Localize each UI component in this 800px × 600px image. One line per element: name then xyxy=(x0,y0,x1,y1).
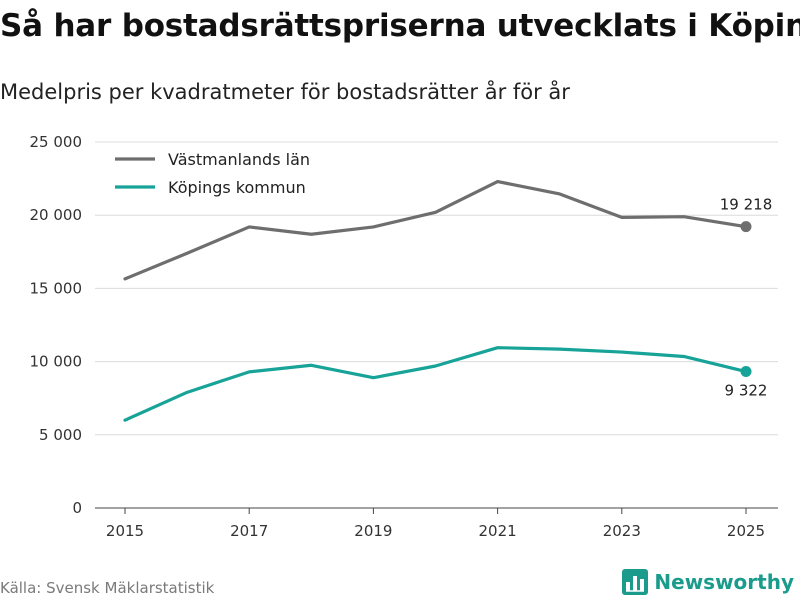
x-tick-label: 2015 xyxy=(106,522,144,540)
legend-label: Västmanlands län xyxy=(168,150,310,169)
data-point xyxy=(740,366,752,378)
x-tick-label: 2017 xyxy=(230,522,268,540)
brand-logo: Newsworthy xyxy=(622,569,794,595)
chart-title: Så har bostadsrättspriserna utvecklats i… xyxy=(0,8,800,44)
y-tick-label: 0 xyxy=(72,499,82,517)
x-tick-label: 2025 xyxy=(727,522,765,540)
data-point xyxy=(740,221,752,233)
series-lines: 19 218 9 322 xyxy=(123,179,773,422)
y-tick-label: 20 000 xyxy=(30,206,83,224)
chart-subtitle: Medelpris per kvadratmeter för bostadsrä… xyxy=(0,80,570,104)
end-value-label: 9 322 xyxy=(725,382,768,400)
y-tick-label: 10 000 xyxy=(30,353,83,371)
axes: 0 5 000 10 000 15 000 20 000 25 000 2015 2017 20… xyxy=(30,133,778,540)
series-line xyxy=(123,179,748,281)
gridlines xyxy=(95,141,778,436)
bar-chart-logo-icon xyxy=(622,569,649,595)
y-tick-label: 5 000 xyxy=(39,426,82,444)
series-line xyxy=(123,346,748,422)
brand-name: Newsworthy xyxy=(654,570,794,594)
legend: Västmanlands län Köpings kommun xyxy=(115,150,310,197)
y-tick-label: 15 000 xyxy=(30,279,83,297)
source-note: Källa: Svensk Mäklarstatistik xyxy=(0,579,215,597)
x-tick-label: 2019 xyxy=(354,522,392,540)
x-tick-label: 2023 xyxy=(603,522,641,540)
x-tick-label: 2021 xyxy=(479,522,517,540)
legend-label: Köpings kommun xyxy=(168,178,306,197)
y-tick-label: 25 000 xyxy=(30,133,83,151)
end-value-label: 19 218 xyxy=(720,196,773,214)
